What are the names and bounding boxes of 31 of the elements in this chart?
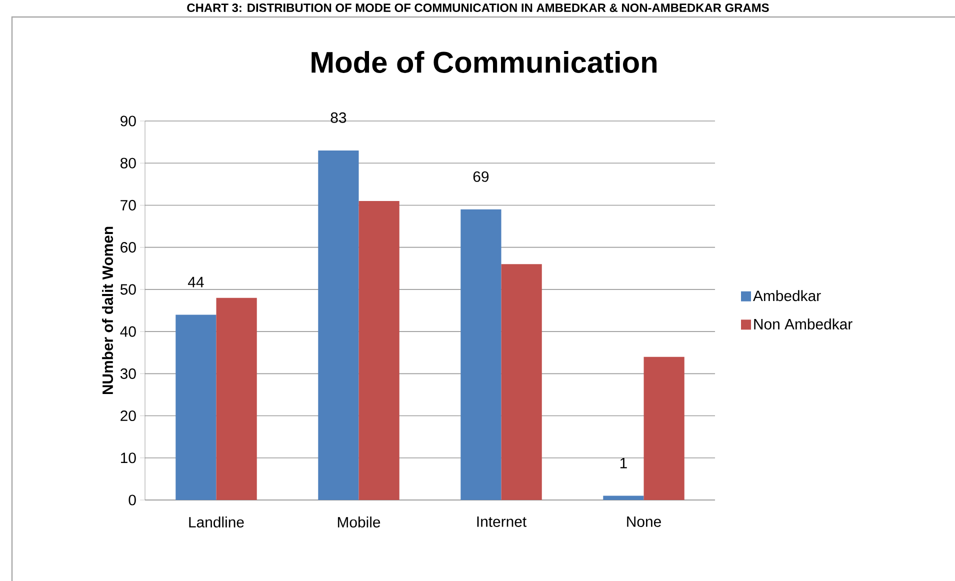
x-tick-label: Landline <box>189 516 244 528</box>
x-tick-label: None <box>627 516 661 527</box>
data-label: 44 <box>188 276 204 288</box>
y-tick-label: 90 <box>120 116 136 126</box>
bar <box>644 356 684 500</box>
data-label: 1 <box>620 458 627 468</box>
data-label: 69 <box>473 171 489 182</box>
bar <box>176 314 216 500</box>
y-tick-label: 20 <box>120 410 136 422</box>
y-axis-title: NUmber of dalit Women <box>102 226 114 394</box>
y-tick-label: 0 <box>128 494 136 506</box>
x-tick-label: Mobile <box>338 516 380 528</box>
chart-title: Mode of Communication <box>312 51 656 73</box>
bar <box>358 201 400 500</box>
bar <box>318 150 359 500</box>
y-tick-label: 50 <box>120 284 136 295</box>
legend-label: Non Ambedkar <box>754 318 852 330</box>
bar <box>216 298 257 500</box>
y-tick-label: 40 <box>120 326 136 337</box>
y-tick-label: 30 <box>120 368 136 379</box>
y-tick-label: 10 <box>121 452 136 464</box>
x-tick-label: Internet <box>477 516 526 527</box>
bar <box>460 209 502 500</box>
legend-label: Ambedkar <box>753 290 821 302</box>
y-tick-label: 60 <box>120 242 136 253</box>
y-tick-label: 80 <box>120 158 136 168</box>
data-label: 83 <box>330 112 346 123</box>
y-tick-label: 70 <box>120 200 136 211</box>
caption: CHART 3: DISTRIBUTION OF MODE OF COMMUNICATION IN AMBEDKAR & NON-AMBEDKAR GRAMS <box>187 4 769 12</box>
bar <box>603 496 644 500</box>
bar <box>501 264 542 500</box>
